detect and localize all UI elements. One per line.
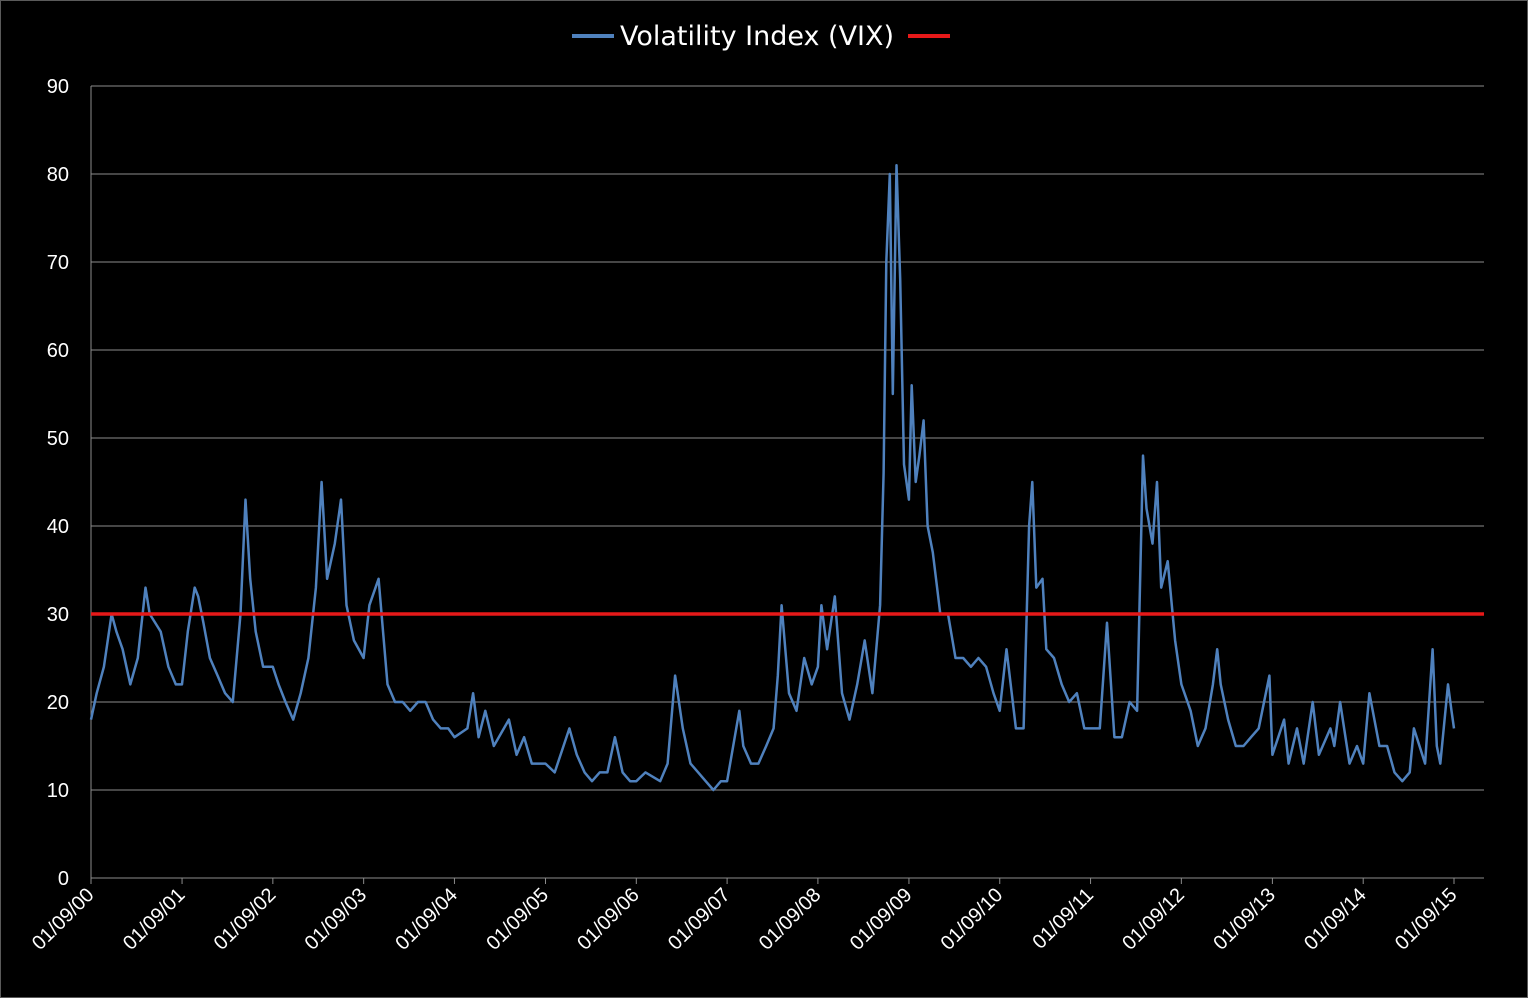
x-tick-label: 01/09/08 — [755, 884, 826, 955]
x-tick-label: 01/09/04 — [391, 884, 462, 955]
legend-swatch-threshold — [908, 34, 951, 38]
x-tick-label: 01/09/01 — [119, 884, 190, 955]
legend-swatch-vix — [571, 34, 614, 38]
series-layer — [89, 163, 1484, 792]
y-tick-label: 80 — [47, 164, 69, 186]
y-tick-label: 70 — [47, 252, 69, 274]
legend: Volatility Index (VIX) — [0, 14, 1528, 58]
x-tick-label: 01/09/13 — [1209, 884, 1280, 955]
legend-item-threshold — [908, 34, 956, 38]
y-tick-label: 0 — [58, 868, 69, 890]
x-axis: 01/09/00 01/09/01 01/09/02 01/09/03 01/09/04… — [28, 877, 1484, 955]
series-line-vix — [89, 163, 1456, 792]
x-tick-label: 01/09/15 — [1391, 884, 1462, 955]
x-tick-label: 01/09/05 — [482, 884, 553, 955]
y-tick-label: 90 — [47, 76, 69, 98]
legend-item-vix: Volatility Index (VIX) — [571, 20, 895, 52]
y-tick-label: 60 — [47, 340, 69, 362]
y-axis: 0 10 20 30 40 50 60 70 80 90 — [47, 76, 92, 890]
x-tick-label: 01/09/12 — [1118, 884, 1189, 955]
x-tick-label: 01/09/11 — [1029, 884, 1099, 954]
y-tick-label: 20 — [47, 692, 69, 714]
y-tick-label: 50 — [47, 428, 69, 450]
x-tick-label: 01/09/09 — [846, 884, 917, 955]
x-tick-label: 01/09/03 — [301, 884, 372, 955]
x-tick-label: 01/09/10 — [937, 884, 1008, 955]
x-tick-label: 01/09/02 — [210, 884, 281, 955]
legend-label-vix: Volatility Index (VIX) — [619, 20, 895, 52]
x-tick-label: 01/09/14 — [1300, 884, 1371, 955]
x-tick-label: 01/09/06 — [573, 884, 644, 955]
y-tick-label: 30 — [47, 604, 69, 626]
x-tick-label: 01/09/00 — [28, 884, 99, 955]
y-tick-label: 10 — [47, 780, 69, 802]
y-tick-label: 40 — [47, 516, 69, 538]
x-tick-label: 01/09/07 — [664, 884, 735, 955]
